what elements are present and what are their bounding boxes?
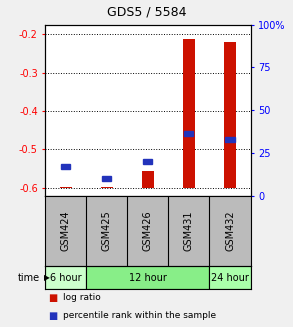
Bar [144, 159, 152, 164]
Text: GSM426: GSM426 [143, 210, 153, 251]
Bar [101, 187, 113, 188]
Text: log ratio: log ratio [63, 293, 101, 302]
Bar [86, 266, 209, 289]
Text: GSM431: GSM431 [184, 211, 194, 251]
Text: GSM425: GSM425 [102, 210, 112, 251]
Text: ■: ■ [48, 311, 58, 321]
Bar [45, 266, 86, 289]
Bar [103, 176, 111, 181]
Bar [142, 171, 154, 188]
Bar [224, 42, 236, 188]
Text: 24 hour: 24 hour [211, 273, 249, 283]
Text: ▶: ▶ [44, 273, 50, 282]
Text: time: time [17, 273, 40, 283]
Text: GSM424: GSM424 [61, 210, 71, 251]
Text: 12 hour: 12 hour [129, 273, 167, 283]
Text: 6 hour: 6 hour [50, 273, 82, 283]
Bar [62, 164, 70, 169]
Text: GDS5 / 5584: GDS5 / 5584 [107, 6, 186, 19]
Bar [60, 187, 72, 188]
Bar [183, 39, 195, 188]
Bar [209, 266, 251, 289]
Text: GSM432: GSM432 [225, 210, 235, 251]
Text: percentile rank within the sample: percentile rank within the sample [63, 311, 216, 320]
Bar [185, 131, 193, 136]
Bar [226, 137, 234, 142]
Text: ■: ■ [48, 293, 58, 303]
